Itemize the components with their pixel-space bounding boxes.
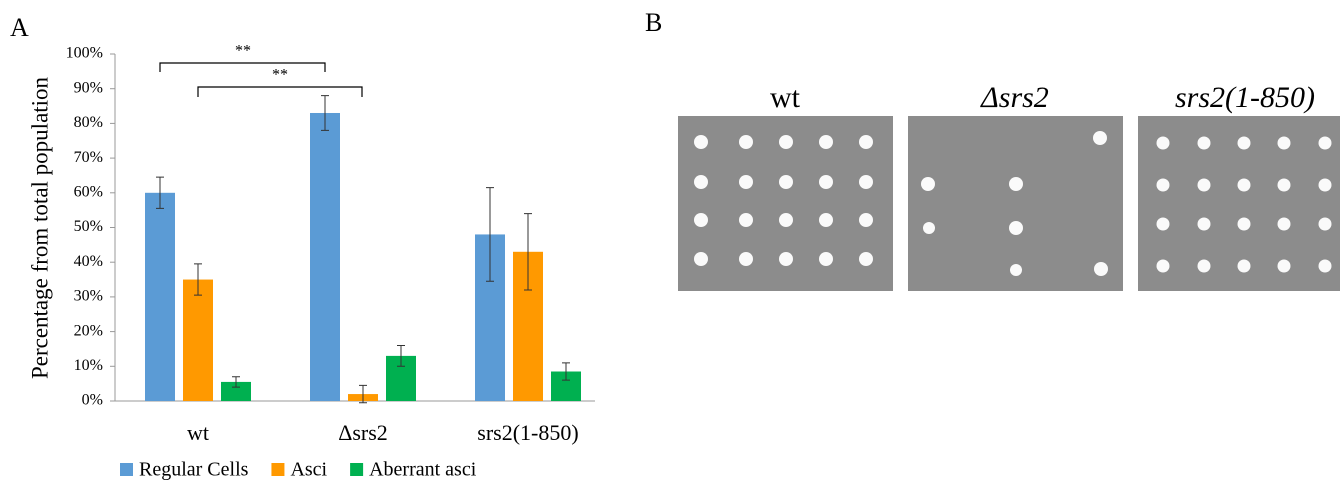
error-bar bbox=[486, 187, 494, 282]
plate-title: srs2(1-850) bbox=[1175, 81, 1315, 114]
legend-swatch bbox=[271, 463, 285, 476]
colony bbox=[694, 213, 708, 227]
colony bbox=[694, 175, 708, 189]
legend-label: Aberrant asci bbox=[369, 459, 477, 481]
colony bbox=[1318, 178, 1332, 192]
x-tick-label: srs2(1-850) bbox=[477, 420, 578, 445]
colony bbox=[1318, 136, 1332, 150]
plate-title: Δsrs2 bbox=[980, 81, 1049, 114]
colony bbox=[859, 175, 873, 189]
annotation: ** bbox=[235, 43, 251, 60]
colony bbox=[859, 135, 873, 149]
error-bar bbox=[562, 362, 570, 381]
y-axis-label: Percentage from total population bbox=[27, 76, 52, 379]
annotation: ** bbox=[272, 67, 288, 84]
significance-bracket bbox=[197, 86, 363, 97]
error-bar bbox=[194, 263, 202, 296]
bar bbox=[310, 112, 340, 402]
colony bbox=[779, 252, 793, 266]
panel-label: A bbox=[10, 13, 29, 42]
colony bbox=[1156, 217, 1170, 231]
y-tick-label: 50% bbox=[74, 218, 103, 235]
y-tick-label: 10% bbox=[74, 357, 103, 374]
colony bbox=[739, 175, 753, 189]
colony bbox=[859, 213, 873, 227]
colony bbox=[1093, 131, 1107, 145]
colony bbox=[1277, 217, 1291, 231]
colony bbox=[819, 213, 833, 227]
colony bbox=[1156, 178, 1170, 192]
error-bar bbox=[524, 213, 532, 291]
colony bbox=[739, 135, 753, 149]
error-bar bbox=[359, 384, 367, 404]
error-bar bbox=[397, 344, 405, 367]
colony bbox=[1237, 178, 1251, 192]
plate-title: wt bbox=[770, 81, 801, 114]
colony bbox=[779, 175, 793, 189]
x-tick-label: Δsrs2 bbox=[338, 420, 388, 445]
colony bbox=[819, 135, 833, 149]
colony bbox=[1197, 136, 1211, 150]
legend-label: Asci bbox=[290, 459, 327, 481]
legend-swatch bbox=[120, 463, 133, 476]
colony bbox=[1277, 259, 1291, 273]
legend-label: Regular Cells bbox=[139, 459, 249, 481]
colony bbox=[1009, 221, 1023, 235]
y-tick-label: 80% bbox=[74, 114, 103, 131]
colony bbox=[694, 135, 708, 149]
error-bar bbox=[156, 176, 164, 209]
colony bbox=[739, 252, 753, 266]
significance-bracket bbox=[159, 62, 326, 72]
x-tick-label: wt bbox=[187, 420, 209, 445]
colony bbox=[819, 175, 833, 189]
colony bbox=[1010, 264, 1022, 276]
y-tick-label: 100% bbox=[66, 45, 103, 62]
colony bbox=[1156, 136, 1170, 150]
y-tick-label: 0% bbox=[82, 392, 103, 409]
colony bbox=[1318, 217, 1332, 231]
colony bbox=[1156, 259, 1170, 273]
colony bbox=[779, 213, 793, 227]
bar bbox=[183, 279, 213, 401]
colony bbox=[859, 252, 873, 266]
colony bbox=[779, 135, 793, 149]
bar bbox=[145, 192, 175, 401]
colony bbox=[1277, 178, 1291, 192]
colony bbox=[1237, 217, 1251, 231]
y-tick-label: 30% bbox=[74, 288, 103, 305]
bar bbox=[221, 381, 251, 401]
y-tick-label: 70% bbox=[74, 149, 103, 166]
error-bar bbox=[321, 95, 329, 131]
y-tick-label: 90% bbox=[74, 79, 103, 96]
y-tick-label: 20% bbox=[74, 322, 103, 339]
colony bbox=[694, 252, 708, 266]
colony bbox=[1197, 259, 1211, 273]
colony bbox=[1318, 259, 1332, 273]
legend-swatch bbox=[350, 463, 364, 476]
y-tick-label: 60% bbox=[74, 183, 103, 200]
colony bbox=[921, 177, 935, 191]
colony bbox=[923, 222, 935, 234]
colony bbox=[1197, 217, 1211, 231]
colony bbox=[739, 213, 753, 227]
colony bbox=[819, 252, 833, 266]
panel-label: B bbox=[645, 8, 662, 37]
plate bbox=[908, 116, 1123, 291]
error-bar bbox=[232, 376, 240, 388]
colony bbox=[1237, 259, 1251, 273]
colony bbox=[1237, 136, 1251, 150]
y-tick-label: 40% bbox=[74, 253, 103, 270]
colony bbox=[1277, 136, 1291, 150]
colony bbox=[1009, 177, 1023, 191]
colony bbox=[1094, 262, 1108, 276]
colony bbox=[1197, 178, 1211, 192]
